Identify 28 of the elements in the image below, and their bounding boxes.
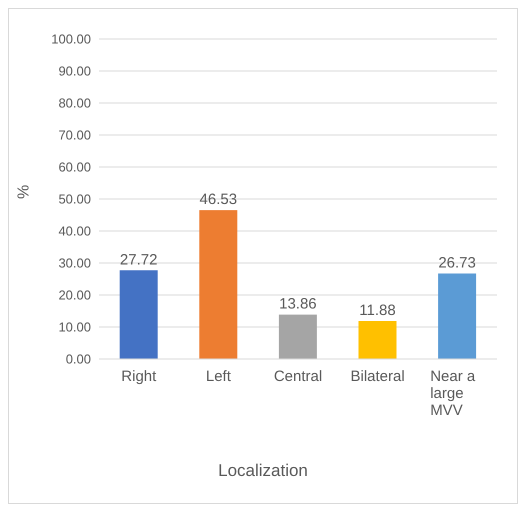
y-axis-title: % xyxy=(16,184,33,199)
x-tick-label: Near a large MVV xyxy=(430,368,476,419)
y-tick-label: 90.00 xyxy=(58,64,91,79)
data-label: 27.72 xyxy=(120,251,158,268)
bar xyxy=(120,270,158,359)
data-label: 11.88 xyxy=(359,302,396,319)
x-tick-label: Bilateral xyxy=(350,368,405,385)
y-tick-label: 0.00 xyxy=(66,352,91,367)
data-label: 46.53 xyxy=(200,191,238,208)
y-tick-label: 20.00 xyxy=(58,288,91,303)
y-tick-label: 100.00 xyxy=(51,32,91,47)
y-tick-label: 70.00 xyxy=(58,128,91,143)
x-tick-label: Left xyxy=(206,368,232,385)
x-tick-label: Right xyxy=(121,368,158,385)
x-tick-label: Central xyxy=(274,368,322,385)
y-tick-label: 80.00 xyxy=(58,96,91,111)
y-tick-label: 60.00 xyxy=(58,160,91,175)
bar xyxy=(278,314,317,359)
data-label: 26.73 xyxy=(438,254,476,272)
bar xyxy=(199,210,238,359)
y-tick-label: 40.00 xyxy=(58,224,91,239)
bar xyxy=(358,320,396,359)
y-tick-label: 50.00 xyxy=(58,192,91,207)
y-tick-label: 30.00 xyxy=(58,256,91,271)
data-label: 13.86 xyxy=(279,296,317,313)
y-tick-label: 10.00 xyxy=(58,320,91,335)
x-axis-title: Localization xyxy=(217,461,309,481)
bar xyxy=(438,273,476,359)
